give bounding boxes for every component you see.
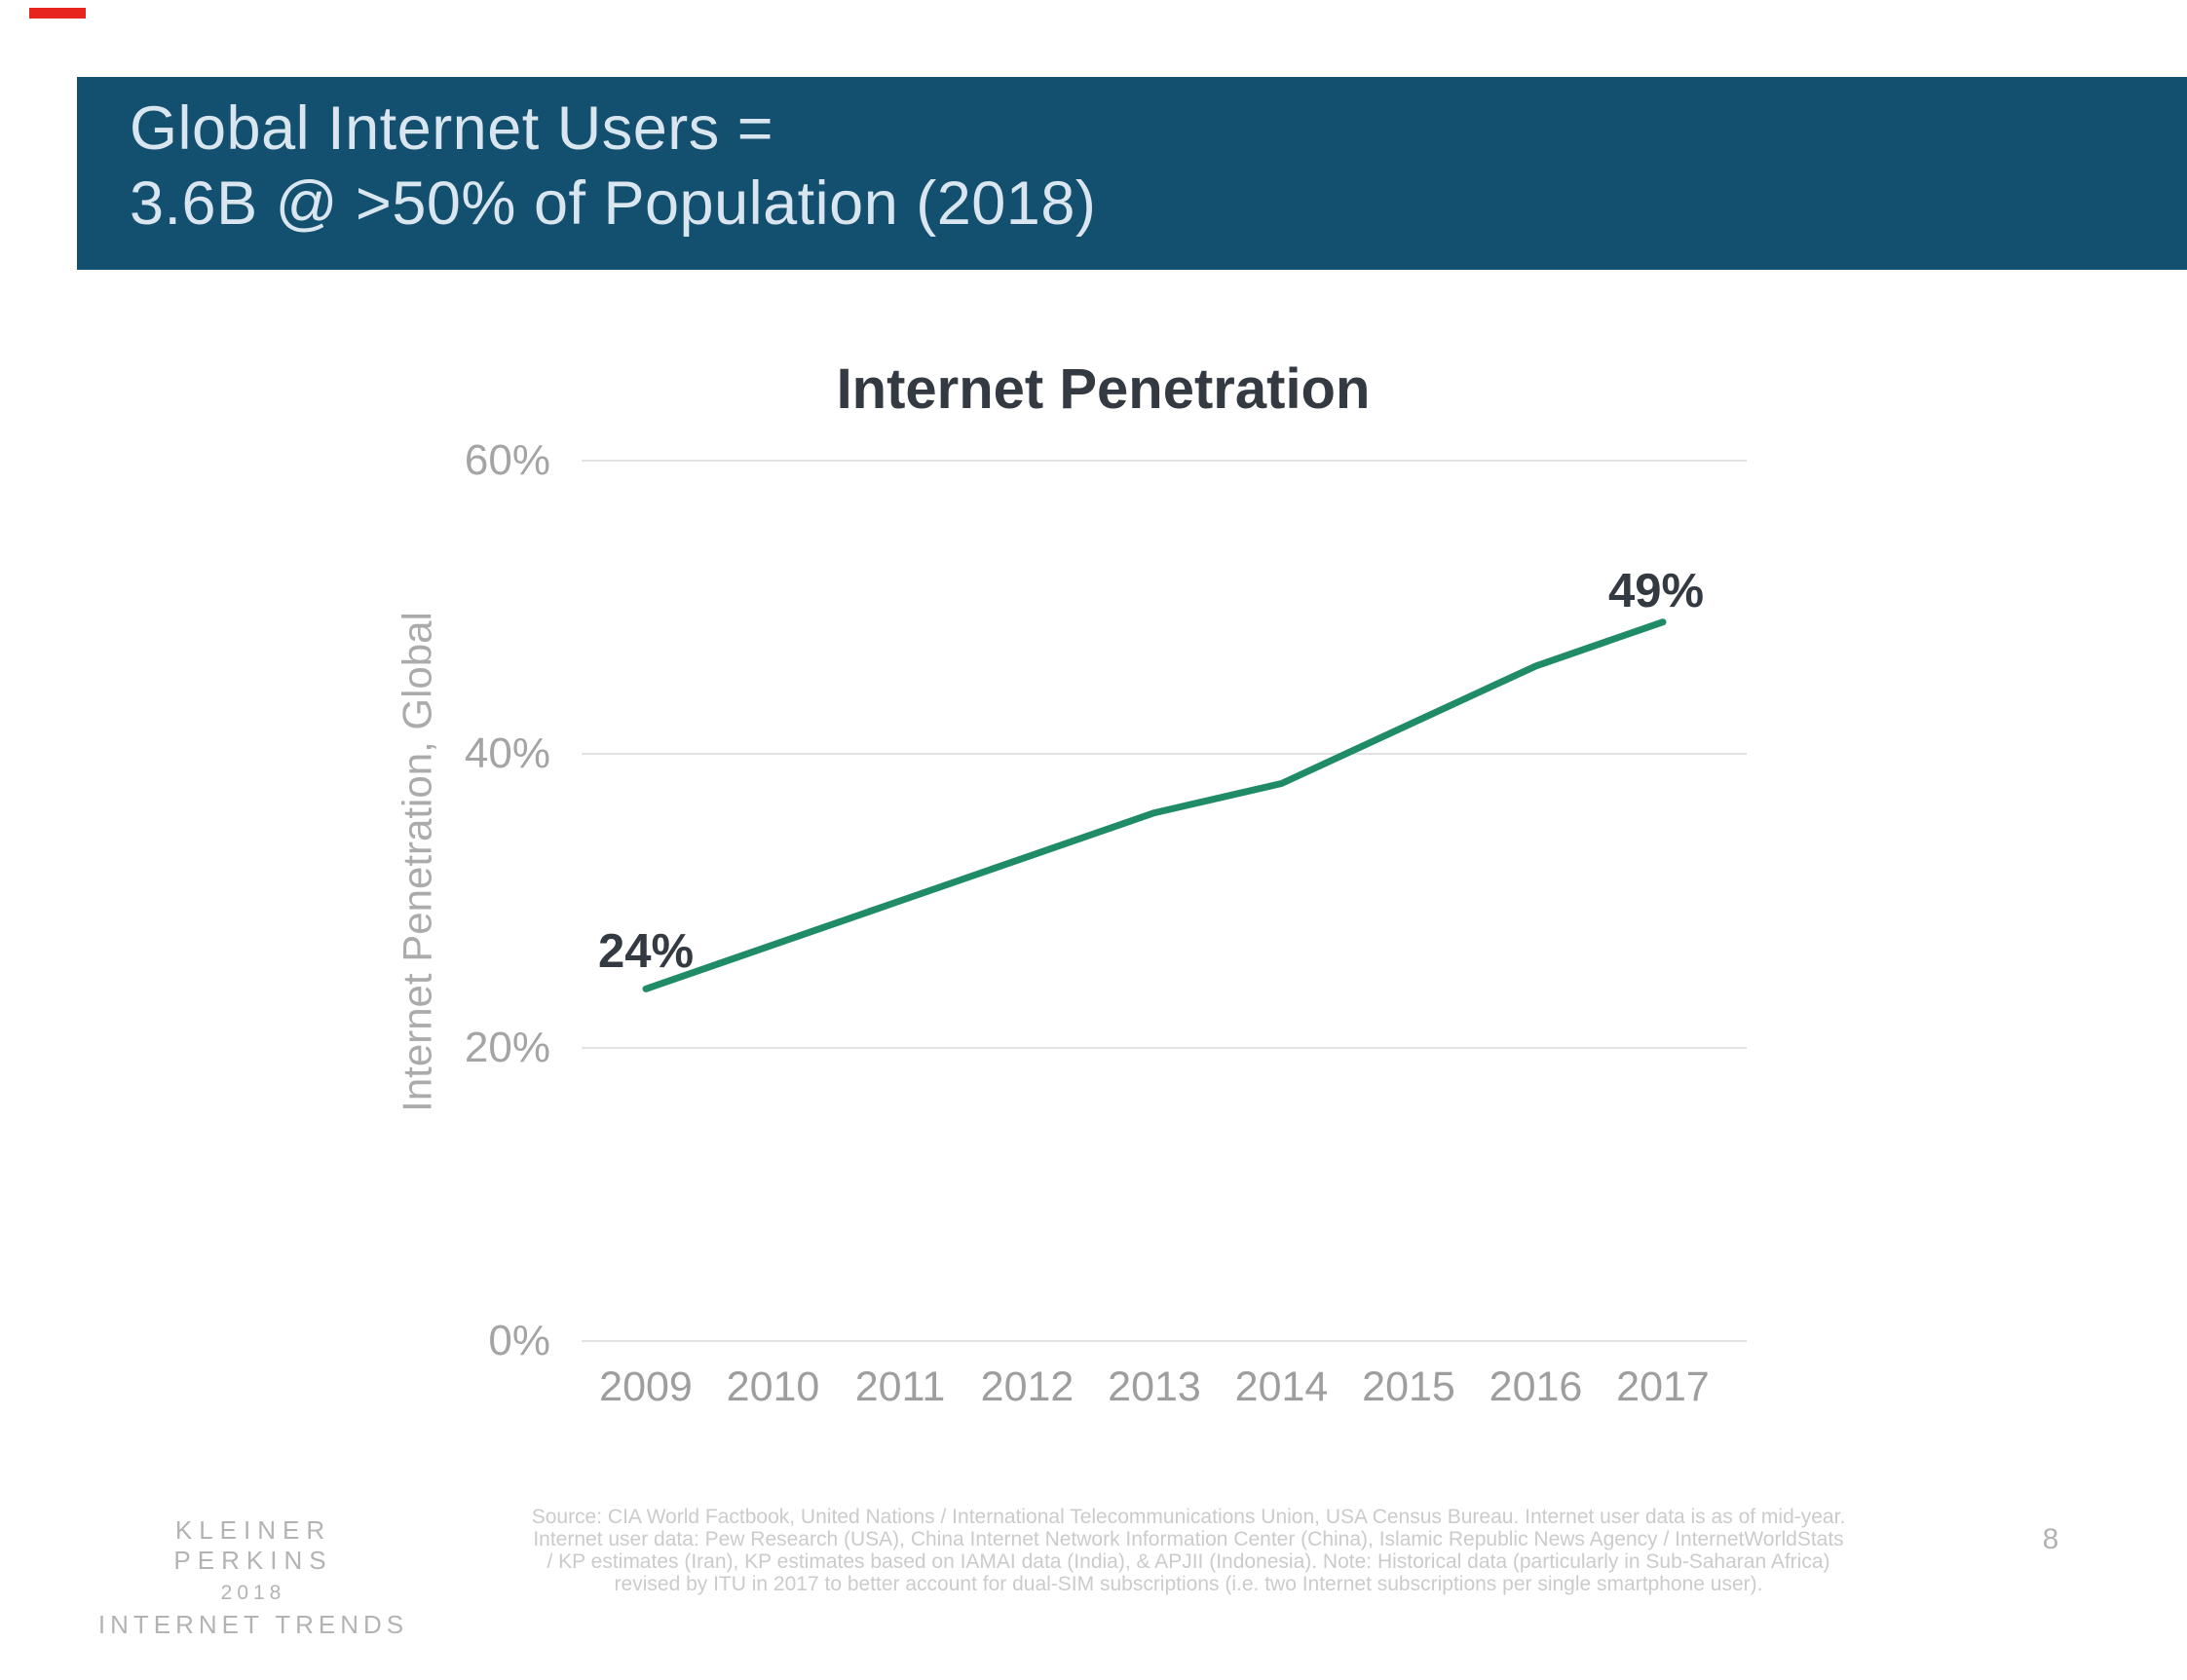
source-line: / KP estimates (Iran), KP estimates base… bbox=[547, 1550, 1830, 1573]
y-tick-label: 60% bbox=[464, 436, 550, 484]
data-label-last-point: 49% bbox=[1607, 564, 1705, 617]
logo-line3: INTERNET TRENDS bbox=[97, 1610, 409, 1639]
gridline bbox=[582, 1340, 1747, 1342]
y-tick-label: 0% bbox=[488, 1317, 550, 1364]
y-tick-label: 40% bbox=[464, 729, 550, 778]
gridline bbox=[582, 753, 1747, 756]
gridline bbox=[582, 460, 1747, 462]
y-tick-label: 20% bbox=[464, 1023, 550, 1071]
x-tick-label: 2009 bbox=[599, 1363, 693, 1410]
x-tick-label: 2012 bbox=[980, 1363, 1075, 1410]
logo-line2: 2018 bbox=[220, 1582, 286, 1604]
data-label-first-point: 24% bbox=[597, 925, 695, 979]
x-tick-label: 2015 bbox=[1362, 1363, 1455, 1410]
x-tick-label: 2014 bbox=[1234, 1363, 1329, 1410]
header-title-line1: Global Internet Users = bbox=[130, 94, 774, 163]
x-tick-label: 2016 bbox=[1489, 1363, 1583, 1410]
x-tick-label: 2011 bbox=[854, 1363, 946, 1410]
trend-line bbox=[642, 618, 1667, 992]
source-line: Internet user data: Pew Research (USA), … bbox=[533, 1528, 1844, 1550]
source-attribution: Source: CIA World Factbook, United Natio… bbox=[531, 1506, 1846, 1595]
x-tick-label: 2010 bbox=[726, 1363, 820, 1410]
kleiner-perkins-logo: KLEINER PERKINS 2018 INTERNET TRENDS bbox=[93, 1515, 414, 1640]
page-number: 8 bbox=[2042, 1523, 2059, 1555]
x-tick-label: 2013 bbox=[1108, 1363, 1201, 1410]
chart-title: Internet Penetration bbox=[836, 357, 1371, 421]
red-artifact-mark bbox=[29, 8, 86, 19]
x-tick-label: 2017 bbox=[1616, 1363, 1710, 1410]
source-line: revised by ITU in 2017 to better account… bbox=[614, 1573, 1763, 1595]
slide-header-banner: Global Internet Users = 3.6B @ >50% of P… bbox=[77, 77, 2187, 270]
gridline bbox=[582, 1046, 1747, 1049]
source-line: Source: CIA World Factbook, United Natio… bbox=[531, 1506, 1846, 1528]
logo-line1: KLEINER PERKINS bbox=[173, 1515, 333, 1575]
header-title-line2: 3.6B @ >50% of Population (2018) bbox=[130, 169, 1097, 238]
